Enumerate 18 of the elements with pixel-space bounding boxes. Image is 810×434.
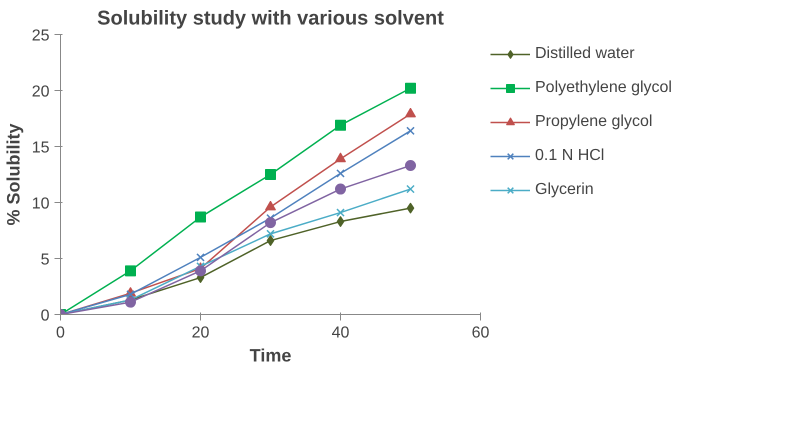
legend-label: Glycerin [535,181,594,199]
y-tick-label: 25 [32,28,50,44]
y-tick-label: 0 [40,308,50,324]
x-tick-label: 20 [192,324,210,342]
legend-label: Distilled water [535,45,635,63]
y-axis-title: % Solubility [4,123,24,226]
x-tick-label: 60 [472,324,490,342]
y-tick-label: 10 [32,196,50,212]
y-tick-label: 20 [32,84,50,100]
legend-label: 0.1 N HCl [535,147,604,165]
legend-label: Polyethylene glycol [535,79,672,97]
y-tick-label: 15 [32,140,50,156]
x-tick-label: 0 [56,324,66,342]
legend-label: Propylene glycol [535,113,652,131]
chart-title: Solubility study with various solvent [97,8,444,30]
x-axis-title: Time [250,346,292,366]
x-tick-label: 40 [332,324,350,342]
y-tick-label: 5 [40,252,50,268]
